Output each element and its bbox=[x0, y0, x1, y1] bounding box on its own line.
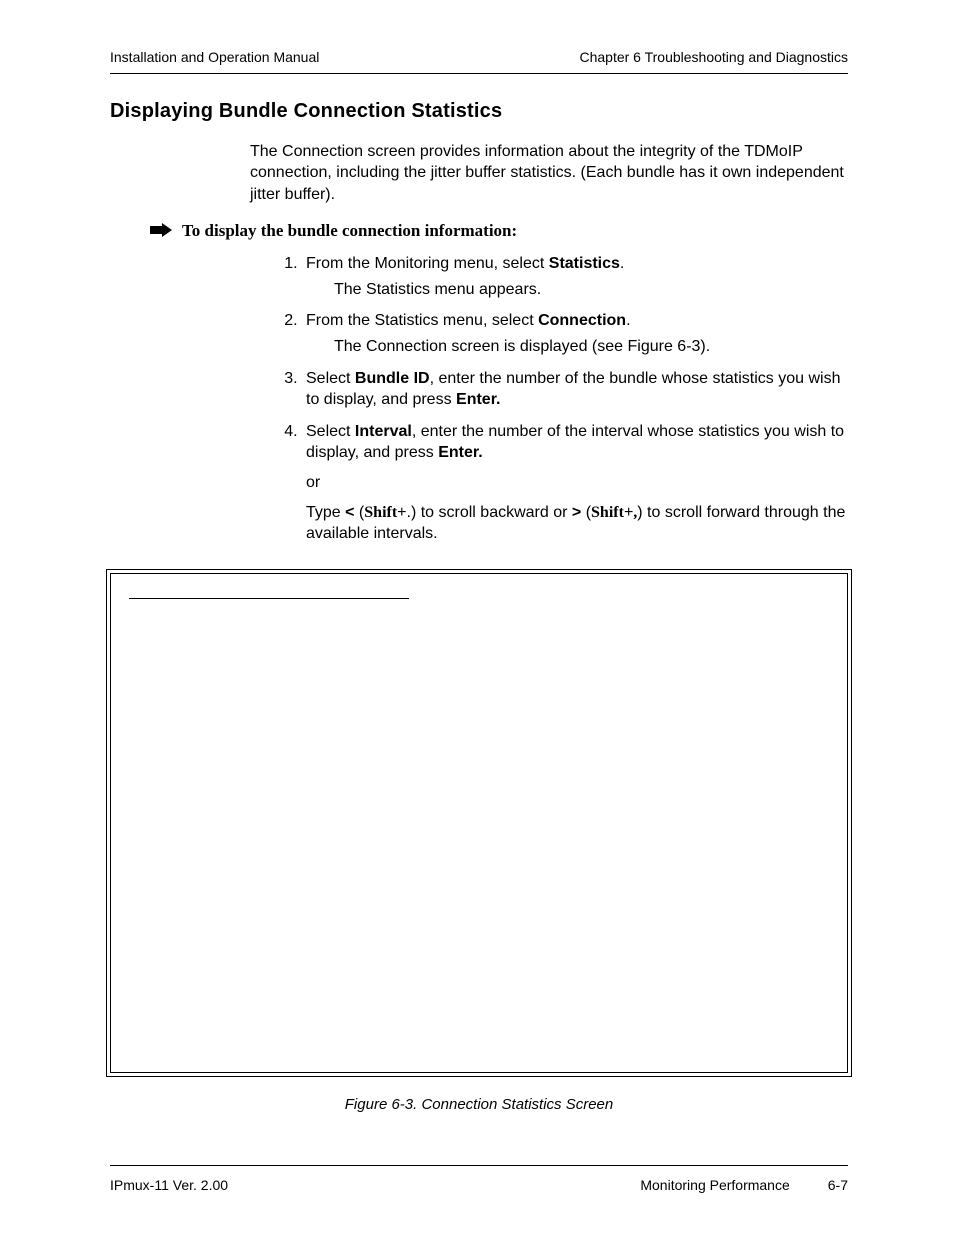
step-3-pre: Select bbox=[306, 370, 355, 387]
step-2: From the Statistics menu, select Connect… bbox=[302, 310, 848, 357]
step-3-bold2: Enter. bbox=[456, 391, 500, 408]
step-2-pre: From the Statistics menu, select bbox=[306, 312, 538, 329]
step-3-bold1: Bundle ID bbox=[355, 370, 430, 387]
footer-right-label: Monitoring Performance bbox=[640, 1176, 789, 1195]
step-4-bold2: Enter. bbox=[438, 444, 482, 461]
step-2-post: . bbox=[626, 312, 630, 329]
page-header: Installation and Operation Manual Chapte… bbox=[110, 48, 848, 74]
footer-page-number: 6-7 bbox=[828, 1176, 848, 1195]
procedure-title: To display the bundle connection informa… bbox=[182, 220, 517, 243]
steps-list: From the Monitoring menu, select Statist… bbox=[280, 253, 848, 545]
step-2-sub: The Connection screen is displayed (see … bbox=[334, 336, 848, 358]
procedure-heading-row: To display the bundle connection informa… bbox=[150, 220, 848, 244]
shift-key-1: Shift bbox=[364, 504, 397, 521]
figure-inner-rule bbox=[129, 598, 409, 599]
step-4-pre: Select bbox=[306, 423, 355, 440]
step-1-bold: Statistics bbox=[549, 255, 620, 272]
intro-paragraph: The Connection screen provides informati… bbox=[250, 141, 848, 206]
step-4: Select Interval, enter the number of the… bbox=[302, 421, 848, 545]
header-left: Installation and Operation Manual bbox=[110, 48, 319, 67]
arrow-icon bbox=[150, 222, 172, 244]
step-1-pre: From the Monitoring menu, select bbox=[306, 255, 549, 272]
t2: +.) to scroll backward or bbox=[397, 504, 572, 521]
t4: + bbox=[624, 504, 633, 521]
step-4-tail: Type < (Shift+.) to scroll backward or >… bbox=[306, 502, 848, 545]
step-1-sub: The Statistics menu appears. bbox=[334, 279, 848, 301]
t1: ( bbox=[354, 504, 364, 521]
step-3: Select Bundle ID, enter the number of th… bbox=[302, 368, 848, 411]
step-1: From the Monitoring menu, select Statist… bbox=[302, 253, 848, 300]
step-4-bold1: Interval bbox=[355, 423, 412, 440]
header-right: Chapter 6 Troubleshooting and Diagnostic… bbox=[579, 48, 848, 67]
step-2-bold: Connection bbox=[538, 312, 626, 329]
t0: Type bbox=[306, 504, 345, 521]
figure-caption: Figure 6-3. Connection Statistics Screen bbox=[110, 1095, 848, 1115]
t3: ( bbox=[581, 504, 591, 521]
figure-box bbox=[110, 573, 848, 1073]
page-footer: IPmux-11 Ver. 2.00 Monitoring Performanc… bbox=[110, 1165, 848, 1195]
step-1-post: . bbox=[620, 255, 624, 272]
section-heading: Displaying Bundle Connection Statistics bbox=[110, 98, 848, 125]
shift-key-2: Shift bbox=[591, 504, 624, 521]
step-4-or: or bbox=[306, 472, 848, 494]
gt-symbol: > bbox=[572, 504, 581, 521]
footer-left: IPmux-11 Ver. 2.00 bbox=[110, 1176, 228, 1195]
